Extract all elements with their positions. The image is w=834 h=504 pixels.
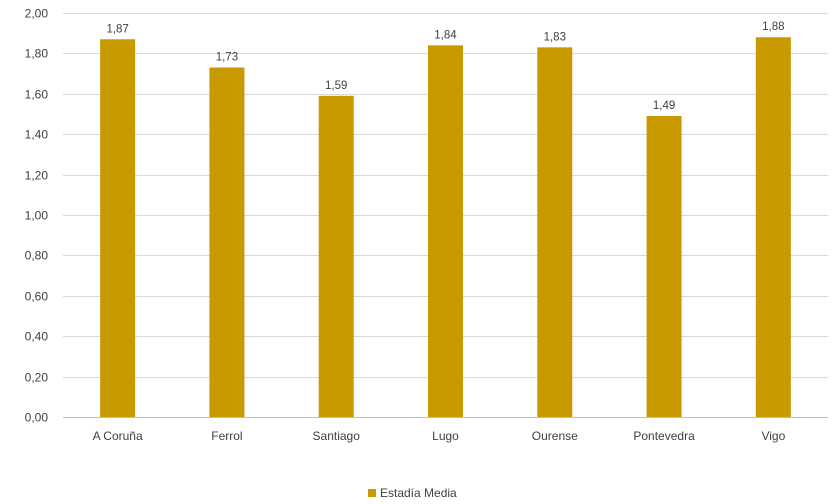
- x-tick-label: Pontevedra: [633, 429, 695, 443]
- legend-label: Estadía Media: [380, 486, 457, 500]
- x-tick-label: Vigo: [761, 429, 785, 443]
- data-label: 1,49: [653, 100, 675, 112]
- y-tick-label: 0,80: [25, 249, 49, 263]
- y-tick-label: 1,20: [25, 169, 49, 183]
- y-tick-label: 1,60: [25, 88, 49, 102]
- y-tick-label: 0,00: [25, 411, 49, 425]
- bar: [428, 45, 463, 417]
- x-tick-label: Ferrol: [211, 429, 242, 443]
- y-tick-label: 1,80: [25, 47, 49, 61]
- bar: [755, 37, 791, 418]
- data-label: 1,59: [325, 80, 347, 92]
- bar: [537, 47, 573, 418]
- y-tick-label: 0,40: [25, 330, 49, 344]
- legend-swatch: [368, 489, 376, 497]
- y-axis-tick-labels: 0,00 0,20 0,40 0,60 0,80 1,00 1,20 1,40 1,60 1,80…: [25, 7, 49, 425]
- bar: [100, 39, 136, 417]
- bar: [646, 116, 682, 418]
- data-labels: 1,87 1,73 1,59 1,84 1,83 1,49 1,88: [106, 21, 784, 112]
- y-tick-label: 0,60: [25, 290, 49, 304]
- x-tick-label: A Coruña: [93, 429, 143, 443]
- data-label: 1,83: [544, 31, 566, 43]
- y-tick-label: 1,00: [25, 209, 49, 223]
- data-label: 1,73: [216, 52, 238, 64]
- y-tick-label: 0,20: [25, 371, 49, 385]
- bar: [209, 67, 245, 417]
- legend: Estadía Media: [368, 486, 457, 500]
- y-tick-label: 2,00: [25, 7, 49, 21]
- x-tick-label: Lugo: [432, 429, 459, 443]
- y-tick-label: 1,40: [25, 128, 49, 142]
- bar: [318, 95, 354, 417]
- bars: [100, 37, 791, 418]
- data-label: 1,88: [762, 21, 784, 33]
- x-tick-label: Ourense: [532, 429, 578, 443]
- data-label: 1,87: [106, 23, 128, 35]
- x-tick-label: Santiago: [313, 429, 361, 443]
- x-axis-tick-labels: A Coruña Ferrol Santiago Lugo Ourense Ponteve…: [93, 429, 786, 443]
- data-label: 1,84: [434, 29, 457, 41]
